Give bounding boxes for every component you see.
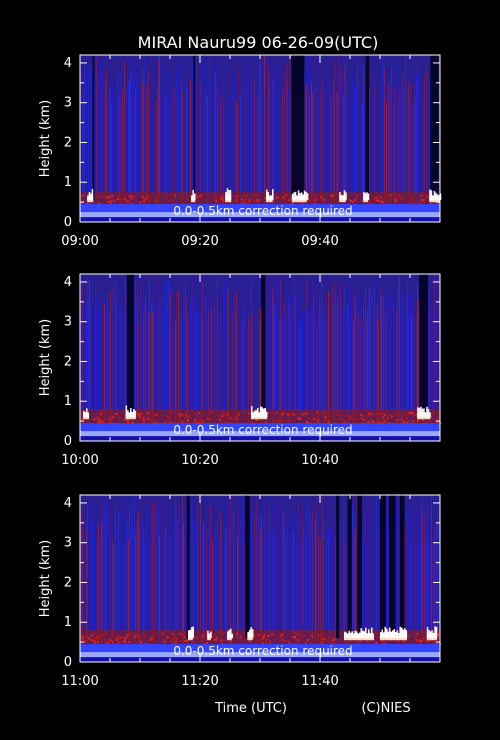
attenuated-column [245, 495, 250, 639]
attenuated-column [347, 495, 352, 639]
cloud-return [207, 630, 212, 641]
y-tick-label: 1 [64, 175, 72, 190]
y-tick-label: 0 [64, 215, 72, 230]
cloud-return [291, 190, 309, 203]
cloud-return [266, 189, 274, 203]
attenuated-column [380, 495, 386, 639]
cloud-return [125, 405, 137, 420]
attenuated-column [261, 274, 266, 418]
lidar-panel-2: 0.0-0.5km correction required 0 1 2 3 4 Height… [38, 273, 442, 468]
cloud-return [417, 406, 431, 420]
attenuated-column [193, 55, 196, 201]
y-tick-label: 2 [64, 135, 72, 150]
cloud-return [227, 628, 233, 641]
x-tick-label: 09:00 [61, 234, 98, 249]
y-axis-label: Height (km) [38, 540, 53, 617]
attenuated-column [336, 495, 340, 639]
x-axis: 11:00 11:20 11:40 [61, 495, 441, 689]
cloud-return [363, 192, 370, 203]
cloud-return [344, 627, 374, 641]
boundary-layer-band [80, 192, 440, 207]
y-tick-label: 1 [64, 394, 72, 409]
y-tick-label: 4 [64, 496, 72, 511]
cloud-return [225, 188, 232, 203]
y-tick-label: 3 [64, 96, 72, 111]
cloud-return [87, 189, 94, 203]
attenuated-column [291, 55, 305, 201]
correction-note: 0.0-0.5km correction required [173, 423, 352, 437]
y-tick-label: 0 [64, 655, 72, 670]
lidar-panel-3: 0.0-0.5km correction required 0 1 2 3 4 Height… [38, 494, 442, 689]
y-tick-label: 1 [64, 615, 72, 630]
cloud-return [339, 190, 347, 203]
y-axis: 0 1 2 3 4 Height (km) [38, 496, 440, 670]
y-tick-label: 4 [64, 275, 72, 290]
y-tick-label: 2 [64, 575, 72, 590]
x-tick-label: 09:20 [181, 234, 218, 249]
x-tick-label: 10:40 [301, 453, 338, 468]
x-tick-label: 09:40 [301, 234, 338, 249]
attenuated-column [419, 274, 428, 418]
cloud-return [191, 189, 196, 203]
lidar-panel-1: 0.0-0.5km correction required 0 1 2 3 4 Height… [38, 54, 442, 249]
attenuated-column [357, 495, 362, 639]
x-tick-label: 11:00 [61, 674, 98, 689]
chart-title: MIRAI Nauru99 06-26-09(UTC) [138, 33, 379, 52]
y-axis-label: Height (km) [38, 319, 53, 396]
near-surface-band [80, 204, 440, 213]
credit-label: (C)NIES [361, 701, 410, 716]
cloud-return [247, 627, 254, 641]
near-surface-band [80, 423, 440, 432]
cloud-return [188, 626, 194, 641]
near-surface-band [80, 644, 440, 653]
attenuated-column [389, 495, 396, 639]
y-axis: 0 1 2 3 4 Height (km) [38, 56, 440, 230]
y-tick-label: 3 [64, 315, 72, 330]
cloud-return [426, 626, 438, 641]
x-tick-label: 11:20 [181, 674, 218, 689]
attenuated-column [399, 495, 405, 639]
x-tick-label: 10:00 [61, 453, 98, 468]
x-tick-label: 11:40 [301, 674, 338, 689]
x-axis-label: Time (UTC) [214, 701, 287, 716]
y-tick-label: 0 [64, 434, 72, 449]
y-tick-label: 2 [64, 354, 72, 369]
y-axis: 0 1 2 3 4 Height (km) [38, 275, 440, 449]
x-tick-label: 10:20 [181, 453, 218, 468]
correction-note: 0.0-0.5km correction required [173, 644, 352, 658]
attenuated-column [92, 55, 95, 201]
y-tick-label: 4 [64, 56, 72, 71]
correction-note: 0.0-0.5km correction required [173, 204, 352, 218]
attenuated-column [186, 495, 190, 639]
x-axis: 10:00 10:20 10:40 [61, 274, 441, 468]
y-tick-label: 3 [64, 536, 72, 551]
cloud-return [380, 626, 407, 641]
x-axis: 09:00 09:20 09:40 [61, 55, 441, 249]
attenuated-column [365, 55, 370, 201]
y-axis-label: Height (km) [38, 100, 53, 177]
attenuated-column [126, 274, 134, 418]
cloud-return [83, 408, 89, 420]
cloud-return [251, 406, 268, 420]
attenuated-column [430, 55, 439, 201]
